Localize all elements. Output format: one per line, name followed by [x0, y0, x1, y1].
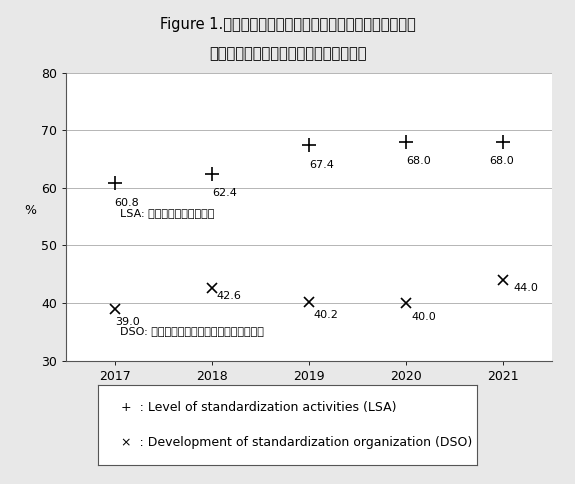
Text: 62.4: 62.4	[212, 188, 237, 198]
Text: 44.0: 44.0	[513, 283, 538, 293]
Text: 39.0: 39.0	[115, 318, 140, 327]
Text: ×  : Development of standardization organization (DSO): × : Development of standardization organ…	[121, 436, 472, 449]
Text: DSO: 機関内標準化活動管理組織の整備割合: DSO: 機関内標準化活動管理組織の整備割合	[120, 326, 263, 336]
Text: 68.0: 68.0	[407, 156, 431, 166]
Text: 60.8: 60.8	[115, 197, 140, 208]
Y-axis label: %: %	[24, 204, 36, 217]
Text: LSA: 標準化活動の実施割合: LSA: 標準化活動の実施割合	[120, 208, 214, 218]
Text: 40.0: 40.0	[411, 312, 436, 322]
Text: Figure 1.主要指標の時系列変化（標準化活動の実施割合、: Figure 1.主要指標の時系列変化（標準化活動の実施割合、	[160, 17, 415, 32]
X-axis label: year: year	[295, 388, 323, 401]
Text: 68.0: 68.0	[489, 156, 513, 166]
Text: 42.6: 42.6	[217, 291, 242, 301]
Text: 機関内標準化活動管理組織の整備割合）: 機関内標準化活動管理組織の整備割合）	[209, 46, 366, 61]
Text: 67.4: 67.4	[309, 160, 334, 169]
Text: 40.2: 40.2	[314, 310, 339, 320]
Text: +  : Level of standardization activities (LSA): + : Level of standardization activities …	[121, 401, 396, 414]
